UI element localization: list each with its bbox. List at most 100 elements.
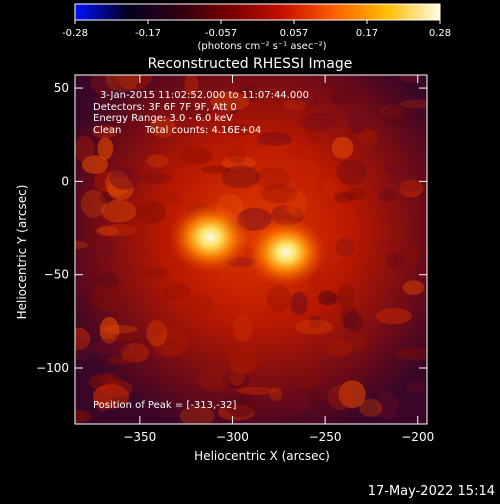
texture-blob bbox=[106, 355, 138, 365]
texture-blob bbox=[406, 246, 420, 263]
texture-blob bbox=[261, 139, 290, 161]
annotation-time-range: 3-Jan-2015 11:02:52.000 to 11:07:44.000 bbox=[100, 90, 309, 101]
texture-blob bbox=[338, 380, 366, 409]
texture-blob bbox=[97, 271, 119, 290]
texture-blob bbox=[381, 105, 414, 127]
colorbar: -0.28 -0.17 -0.057 0.057 0.17 0.28 (photons c… bbox=[62, 3, 451, 52]
texture-blob bbox=[295, 319, 334, 335]
texture-blob bbox=[90, 75, 118, 95]
x-axis-label: Heliocentric X (arcsec) bbox=[194, 449, 330, 463]
texture-blob bbox=[82, 155, 108, 174]
texture-blob bbox=[95, 91, 113, 106]
texture-blob bbox=[283, 100, 307, 111]
texture-blob bbox=[140, 267, 170, 278]
texture-blob bbox=[390, 170, 427, 192]
texture-blob bbox=[226, 98, 241, 115]
texture-blob bbox=[184, 75, 199, 97]
texture-blob bbox=[238, 84, 259, 103]
footer-timestamp: 17-May-2022 15:14 bbox=[368, 484, 495, 499]
colorbar-tick-label: 0.28 bbox=[429, 28, 451, 39]
texture-blob bbox=[229, 347, 258, 375]
texture-blob bbox=[348, 109, 365, 135]
texture-blob bbox=[180, 146, 213, 165]
texture-blob bbox=[139, 172, 174, 184]
annotation-method: Clean bbox=[93, 125, 121, 136]
texture-blob bbox=[282, 203, 297, 215]
texture-blob bbox=[75, 135, 95, 163]
y-axis-label: Heliocentric Y (arcsec) bbox=[15, 185, 29, 320]
texture-blob bbox=[92, 384, 130, 409]
texture-blob bbox=[80, 189, 106, 218]
texture-blob bbox=[232, 314, 253, 342]
texture-blob bbox=[349, 333, 369, 352]
colorbar-tick-label: -0.28 bbox=[62, 28, 88, 39]
texture-blob bbox=[406, 381, 425, 393]
y-tick-label: −100 bbox=[36, 361, 69, 375]
texture-blob bbox=[266, 285, 291, 313]
y-tick-label: −50 bbox=[44, 268, 69, 282]
flare-sources bbox=[168, 201, 327, 288]
texture-blob bbox=[396, 347, 427, 361]
colorbar-tick-label: 0.057 bbox=[280, 28, 309, 39]
texture-blob bbox=[227, 147, 246, 164]
texture-blob bbox=[300, 112, 337, 131]
texture-blob bbox=[317, 290, 338, 306]
texture-blob bbox=[375, 392, 399, 420]
y-tick-label: 50 bbox=[54, 81, 69, 95]
texture-blob bbox=[89, 283, 129, 312]
texture-blob bbox=[398, 75, 420, 83]
texture-blob bbox=[221, 370, 250, 389]
texture-blob bbox=[200, 165, 230, 174]
texture-blob bbox=[269, 386, 282, 401]
texture-blob bbox=[98, 224, 137, 236]
texture-blob bbox=[298, 366, 317, 391]
image-plot bbox=[75, 75, 427, 424]
texture-blob bbox=[221, 156, 256, 170]
texture-blob bbox=[224, 390, 257, 418]
texture-blob bbox=[198, 369, 231, 392]
texture-blob bbox=[210, 91, 250, 111]
texture-blob bbox=[120, 342, 149, 363]
x-tick-label: −200 bbox=[401, 430, 434, 444]
texture-blob bbox=[308, 315, 322, 329]
texture-blob bbox=[75, 192, 92, 209]
texture-blob bbox=[75, 409, 92, 423]
annotation-energy-range: Energy Range: 3.0 - 6.0 keV bbox=[93, 113, 233, 124]
texture-blob bbox=[221, 165, 260, 189]
texture-blob bbox=[359, 398, 383, 417]
texture-blob bbox=[144, 319, 175, 336]
texture-blob bbox=[335, 237, 355, 257]
texture-blob bbox=[113, 333, 136, 342]
texture-blob bbox=[340, 305, 359, 329]
texture-blob bbox=[293, 95, 320, 109]
texture-blob bbox=[75, 124, 92, 153]
texture-blob bbox=[101, 238, 115, 258]
colorbar-tick-label: -0.17 bbox=[135, 28, 161, 39]
texture-blob bbox=[402, 280, 425, 295]
texture-blob bbox=[152, 328, 189, 357]
texture-blob bbox=[76, 280, 93, 295]
texture-blob bbox=[90, 338, 129, 355]
texture-blob bbox=[323, 177, 337, 196]
texture-blob bbox=[95, 226, 119, 237]
annotations: 3-Jan-2015 11:02:52.000 to 11:07:44.000 … bbox=[93, 90, 309, 411]
texture-blob bbox=[304, 124, 323, 144]
texture-blob bbox=[333, 192, 354, 203]
image-texture bbox=[75, 75, 427, 424]
texture-blob bbox=[303, 159, 320, 187]
plot-frame bbox=[74, 74, 428, 425]
texture-blob bbox=[385, 251, 405, 270]
texture-blob bbox=[101, 372, 120, 388]
texture-blob bbox=[375, 307, 413, 325]
texture-blob bbox=[146, 154, 169, 168]
texture-blob bbox=[179, 405, 215, 424]
texture-blob bbox=[97, 137, 114, 160]
texture-blob bbox=[75, 338, 93, 361]
colorbar-tick-label: 0.17 bbox=[356, 28, 378, 39]
texture-blob bbox=[75, 327, 91, 351]
texture-blob bbox=[152, 127, 169, 139]
texture-blob bbox=[326, 339, 353, 357]
texture-blob bbox=[399, 179, 424, 198]
texture-blob bbox=[109, 167, 140, 190]
